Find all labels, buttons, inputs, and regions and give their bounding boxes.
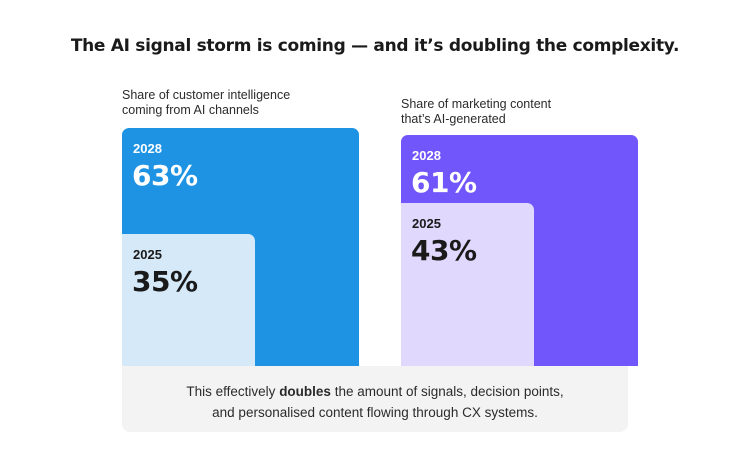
footer-text: the amount of signals, decision points, — [330, 384, 564, 399]
value-label-63: 63% — [132, 159, 198, 192]
bar-2028-customer-intelligence: 2028 63% 2025 35% — [122, 128, 359, 366]
value-label-43: 43% — [411, 234, 477, 267]
value-label-61: 61% — [411, 166, 477, 199]
year-label-2028: 2028 — [412, 148, 441, 163]
footer-emphasis: doubles — [279, 384, 331, 399]
panel-label-line: Share of marketing content — [401, 97, 552, 111]
panel-label-marketing-content: Share of marketing content that’s AI-gen… — [401, 97, 551, 127]
footer-line-1: This effectively doubles the amount of s… — [122, 381, 628, 402]
value-label-35: 35% — [132, 265, 198, 298]
bar-2025-customer-intelligence: 2025 35% — [122, 234, 255, 366]
bar-2028-marketing-content: 2028 61% 2025 43% — [401, 135, 638, 366]
panel-label-line: Share of customer intelligence — [122, 88, 291, 102]
footer-text: This effectively — [186, 384, 280, 399]
panel-label-customer-intelligence: Share of customer intelligence coming fr… — [122, 88, 290, 118]
year-label-2025: 2025 — [412, 216, 441, 231]
footer-line-2: and personalised content flowing through… — [212, 405, 538, 420]
panel-label-line: that’s AI-generated — [401, 112, 506, 126]
bar-2025-marketing-content: 2025 43% — [401, 203, 534, 366]
panel-label-line: coming from AI channels — [122, 103, 259, 117]
year-label-2028: 2028 — [133, 141, 162, 156]
footer-note: This effectively doubles the amount of s… — [122, 366, 628, 432]
chart-title: The AI signal storm is coming — and it’s… — [70, 36, 680, 56]
year-label-2025: 2025 — [133, 247, 162, 262]
